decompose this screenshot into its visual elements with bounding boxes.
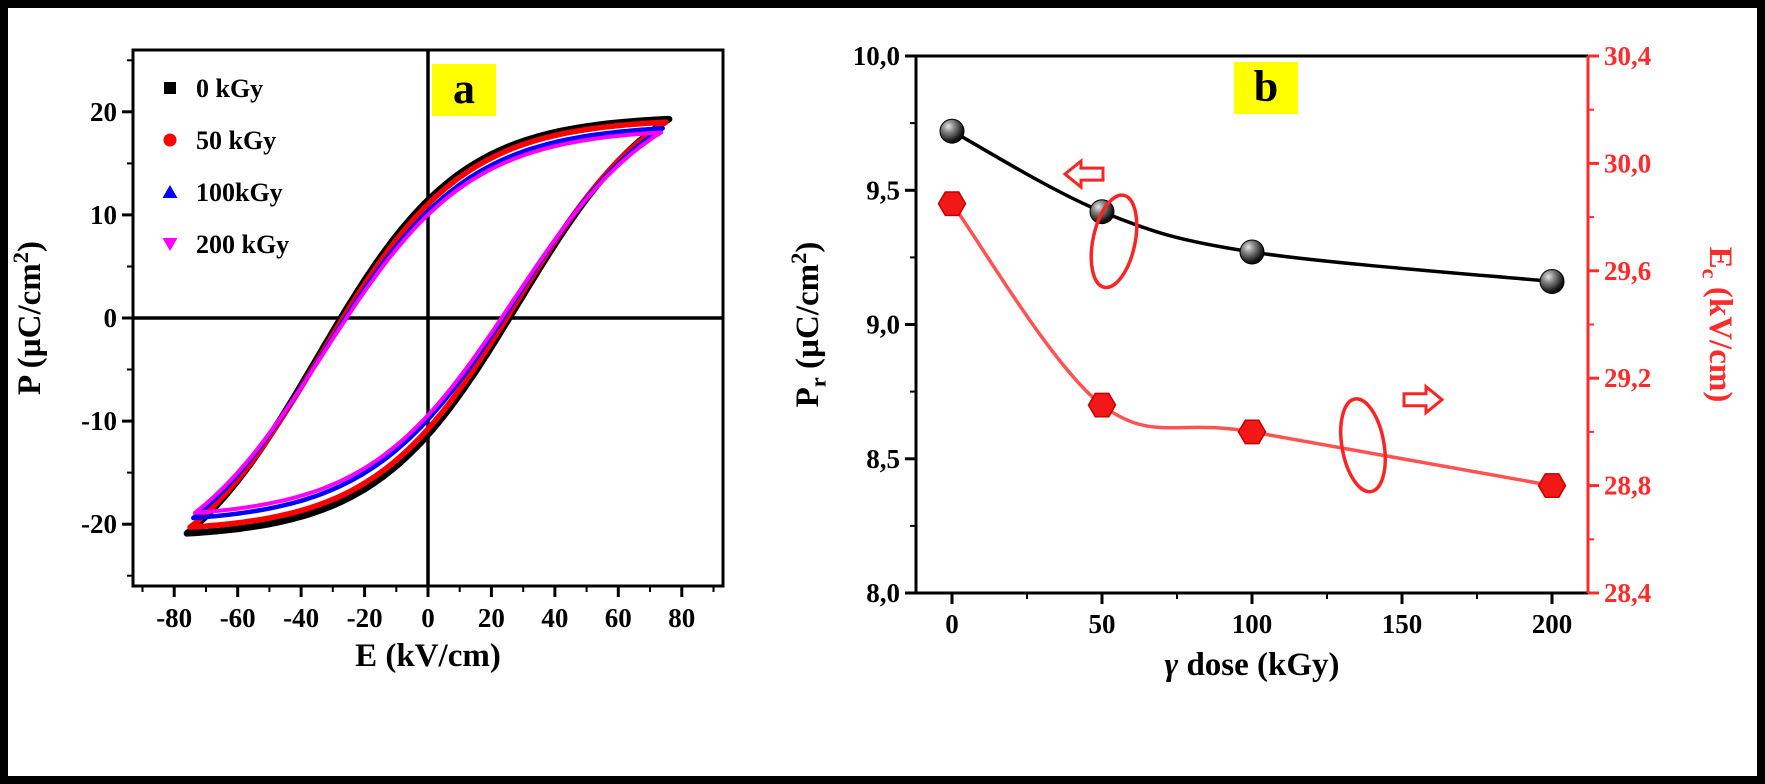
panel-label-b: b	[1234, 62, 1298, 114]
series-line-Pr	[950, 129, 1554, 284]
x-tick-label: -80	[156, 603, 192, 633]
x-tick-label: 80	[668, 603, 695, 633]
x-tick-label: -60	[220, 603, 256, 633]
y-axis-title: P (µC/cm2)	[8, 241, 48, 395]
highlight-ellipse-Ec	[1339, 397, 1387, 494]
right-arrow-icon	[1402, 383, 1445, 416]
x-tick-label: -40	[283, 603, 319, 633]
circle-marker-icon	[163, 133, 177, 147]
hysteresis-loops	[183, 115, 673, 537]
left-tick-label: 9,0	[866, 310, 900, 340]
x-tick-label: 200	[1532, 609, 1573, 639]
legend-label: 0 kGy	[196, 74, 263, 103]
legend-label: 200 kGy	[196, 230, 289, 259]
triangle-down-marker-icon	[162, 238, 178, 251]
legend-label: 100kGy	[196, 178, 283, 207]
left-tick-label: 10,0	[853, 41, 900, 71]
axes: 0 50 100 150 200 8,0 8,5 9,0 9,5 10,0 28,4 28,8 29,2…	[853, 41, 1652, 639]
x-tick-label: 0	[421, 603, 435, 633]
right-tick-label: 29,6	[1604, 256, 1651, 286]
legend-item-50kGy: 50 kGy	[163, 126, 276, 155]
panel-b: 0 50 100 150 200 8,0 8,5 9,0 9,5 10,0 28,4 28,8 29,2…	[788, 8, 1757, 776]
data-point-Ec	[1087, 392, 1117, 418]
x-tick-label: 60	[605, 603, 632, 633]
y-tick-label: 20	[90, 97, 117, 127]
x-tick-label: 150	[1382, 609, 1423, 639]
annotations	[1062, 157, 1445, 494]
series-line-Ec	[950, 201, 1554, 488]
x-tick-label: -20	[347, 603, 383, 633]
data-point-Pr	[1239, 239, 1265, 265]
series	[937, 118, 1567, 499]
loop-200kGy	[192, 130, 664, 515]
x-axis-title: E (kV/cm)	[355, 638, 501, 674]
panel-letter: b	[1254, 62, 1278, 111]
right-tick-label: 28,8	[1604, 471, 1651, 501]
square-marker-icon	[164, 82, 176, 94]
right-axis-title: Ec (kV/cm)	[1698, 247, 1738, 403]
triangle-up-marker-icon	[162, 185, 178, 198]
pr-ec-vs-dose-chart: 0 50 100 150 200 8,0 8,5 9,0 9,5 10,0 28,4 28,8 29,2…	[788, 41, 1738, 683]
right-tick-label: 28,4	[1604, 578, 1651, 608]
data-point-Ec	[1537, 473, 1567, 499]
panel-a: -80 -60 -40 -20 0 20 40 60 80 -20 -10 0 10 20 0 kGy 50 …	[8, 8, 788, 776]
data-point-Pr	[939, 118, 965, 144]
y-tick-label: -20	[81, 509, 117, 539]
x-tick-label: 100	[1232, 609, 1273, 639]
legend-item-200kGy: 200 kGy	[162, 230, 289, 259]
data-point-Ec	[937, 191, 967, 217]
data-point-Ec	[1237, 419, 1267, 445]
right-tick-label: 30,4	[1604, 41, 1651, 71]
legend-item-100kGy: 100kGy	[162, 178, 283, 207]
x-tick-label: 40	[541, 603, 568, 633]
left-tick-label: 8,0	[866, 578, 900, 608]
panel-letter: a	[453, 64, 475, 113]
y-tick-label: 0	[104, 303, 118, 333]
right-tick-label: 29,2	[1604, 363, 1651, 393]
axes: -80 -60 -40 -20 0 20 40 60 80 -20 -10 0 10 20	[81, 48, 725, 633]
x-tick-label: 50	[1089, 609, 1116, 639]
x-tick-label: 0	[945, 609, 959, 639]
x-axis-title: γ dose (kGy)	[1164, 647, 1339, 683]
left-tick-label: 9,5	[866, 175, 900, 205]
y-tick-label: -10	[81, 406, 117, 436]
legend-label: 50 kGy	[196, 126, 276, 155]
legend: 0 kGy 50 kGy 100kGy 200 kGy	[162, 74, 289, 259]
y-tick-label: 10	[90, 200, 117, 230]
left-axis-title: Pr (µC/cm2)	[788, 242, 830, 408]
panel-label-a: a	[432, 64, 496, 116]
left-arrow-icon	[1062, 157, 1105, 191]
highlight-ellipse-Pr	[1089, 193, 1139, 290]
x-tick-label: 20	[478, 603, 505, 633]
left-tick-label: 8,5	[866, 444, 900, 474]
right-tick-label: 30,0	[1604, 148, 1651, 178]
data-point-Pr	[1539, 269, 1565, 294]
legend-item-0kGy: 0 kGy	[164, 74, 263, 103]
